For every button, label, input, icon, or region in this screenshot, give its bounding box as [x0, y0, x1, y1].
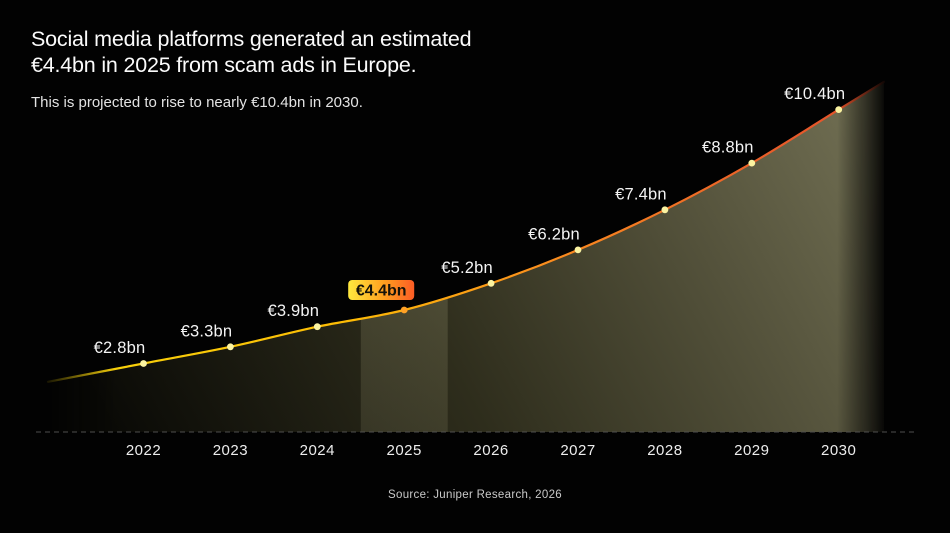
x-tick-label-2025: 2025	[387, 442, 422, 459]
value-label-2028: €7.4bn	[615, 185, 667, 203]
x-tick-label-2023: 2023	[213, 442, 248, 459]
data-point-2025	[400, 306, 408, 314]
data-point-2022	[140, 360, 147, 367]
highlight-badge-label: €4.4bn	[356, 283, 407, 300]
x-tick-label-2029: 2029	[734, 442, 769, 459]
chart-title-line-1: Social media platforms generated an esti…	[31, 27, 472, 51]
value-label-2022: €2.8bn	[94, 339, 146, 357]
x-tick-label-2022: 2022	[126, 442, 161, 459]
chart-header: Social media platforms generated an esti…	[31, 26, 591, 112]
data-point-2026	[487, 279, 495, 287]
data-point-2027	[574, 246, 582, 254]
data-point-2028	[661, 206, 669, 214]
highlight-badge	[348, 280, 415, 300]
x-tick-label-2028: 2028	[647, 442, 682, 459]
value-label-2023: €3.3bn	[181, 322, 233, 340]
chart-title: Social media platforms generated an esti…	[31, 26, 591, 78]
data-point-2024	[313, 323, 321, 331]
chart-subtitle: This is projected to rise to nearly €10.…	[31, 94, 363, 111]
data-point-2030	[835, 106, 843, 113]
x-tick-label-2026: 2026	[473, 442, 508, 459]
highlight-band-2025	[360, 81, 448, 432]
area-fill	[48, 81, 884, 433]
x-tick-label-2024: 2024	[300, 442, 335, 459]
x-tick-label-2030: 2030	[821, 442, 856, 459]
chart-title-line-2: €4.4bn in 2025 from scam ads in Europe.	[31, 53, 417, 77]
value-label-2024: €3.9bn	[267, 302, 319, 320]
value-label-2027: €6.2bn	[528, 225, 580, 243]
data-point-2029	[748, 159, 756, 167]
source-note: Source: Juniper Research, 2026	[388, 489, 562, 501]
value-label-2029: €8.8bn	[702, 139, 754, 157]
x-tick-label-2027: 2027	[560, 442, 595, 459]
value-label-2026: €5.2bn	[441, 259, 493, 277]
data-point-2023	[227, 343, 234, 351]
value-label-2030: €10.4bn	[784, 85, 845, 103]
